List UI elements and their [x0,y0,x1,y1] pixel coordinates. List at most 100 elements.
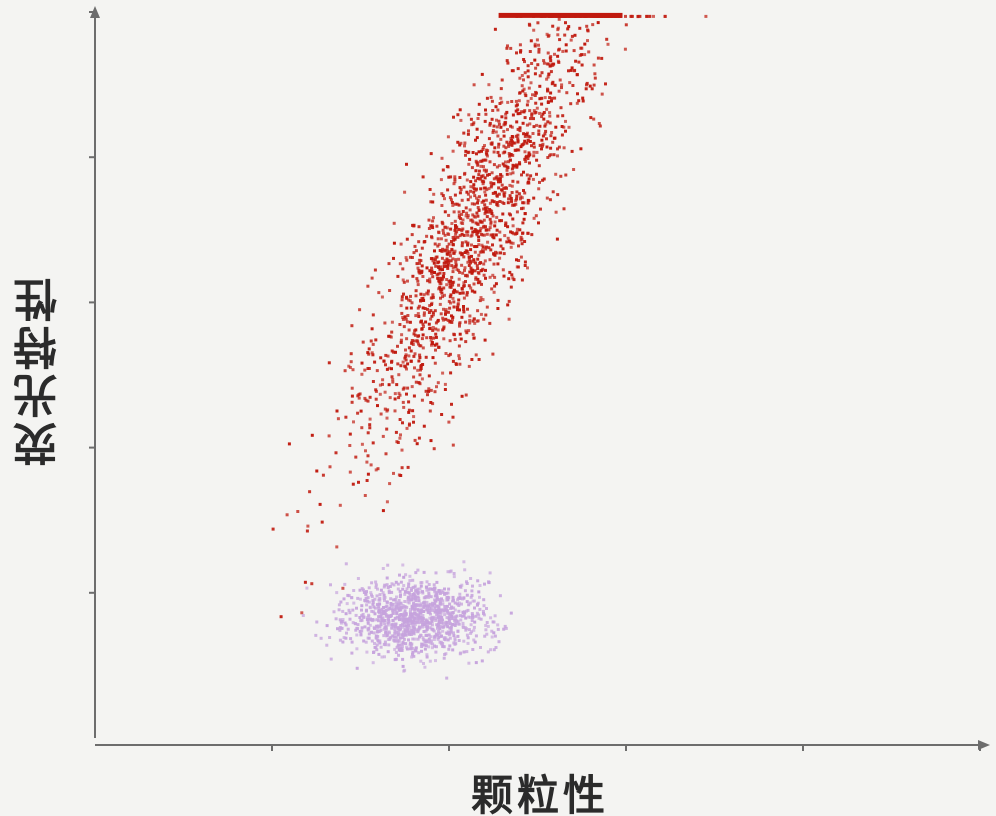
data-point [387,643,391,647]
data-point [425,234,429,238]
data-point [490,212,494,215]
data-point [395,630,399,634]
data-point [445,609,449,613]
data-point [481,158,485,162]
data-point [432,261,436,265]
data-point [522,58,526,61]
data-point [497,186,501,190]
data-point [553,96,557,100]
data-point [456,629,460,633]
data-point [448,306,452,310]
data-point [402,612,406,616]
data-point [401,604,405,608]
data-point [390,623,394,627]
data-point [454,617,458,621]
data-point [471,613,474,617]
data-point [490,141,494,145]
data-point [474,277,478,281]
data-point [499,96,503,100]
data-point [403,630,407,634]
data-point [510,100,514,103]
data-point [399,242,403,246]
data-point [515,227,519,231]
data-point [508,158,512,162]
data-point [511,171,515,175]
data-point [351,608,355,612]
data-point [589,116,593,120]
data-point [402,575,406,579]
data-point [420,269,424,273]
data-point [567,25,571,29]
data-point [518,111,522,115]
data-point [538,74,542,78]
data-point [419,633,422,637]
data-point [406,386,410,390]
data-point [417,651,421,655]
data-point [421,623,424,627]
data-point [364,596,368,600]
data-point [494,646,498,649]
data-point [498,200,502,203]
data-point [388,585,392,588]
data-point [404,354,407,358]
data-point [455,202,459,206]
data-point [475,196,478,200]
data-point [509,285,513,289]
data-point [511,224,515,228]
data-point [401,625,405,629]
data-point [437,623,441,627]
data-point [414,294,418,298]
data-point [413,333,417,337]
data-point [652,14,655,18]
data-point [480,149,483,153]
data-point [593,76,597,80]
data-point [383,321,387,325]
data-point [460,244,464,248]
data-point [443,613,447,617]
data-point [469,248,473,252]
data-point [470,616,474,620]
data-point [475,611,479,615]
data-point [473,245,477,248]
data-point [412,394,416,398]
data-point [352,601,356,605]
data-point [448,644,452,648]
data-point [499,251,502,255]
data-point [477,239,481,242]
data-point [344,612,348,616]
data-point [476,271,480,275]
data-point [434,650,438,654]
data-point [483,259,487,263]
data-point [533,44,537,48]
data-point [471,220,475,224]
data-point [466,252,470,255]
data-point [338,638,342,642]
data-point [547,62,551,66]
data-point [391,634,395,638]
data-point [509,196,513,200]
data-point [440,256,444,260]
data-point [442,636,446,640]
data-point [471,230,475,234]
data-point [452,615,456,619]
data-point [430,587,434,591]
data-point [543,96,547,100]
data-point [554,172,558,176]
data-point [409,588,413,592]
data-point [526,99,530,103]
data-point [443,653,447,656]
data-point [338,503,342,507]
data-point [385,583,389,587]
data-point [387,366,391,370]
data-point [433,361,437,365]
data-point [477,243,481,247]
data-point [486,173,489,177]
data-point [401,360,405,364]
data-point [411,578,415,582]
data-point [356,623,360,627]
data-point [455,614,459,618]
data-point [367,352,371,356]
data-point [423,647,427,651]
data-point [416,340,420,344]
data-point [482,317,486,321]
